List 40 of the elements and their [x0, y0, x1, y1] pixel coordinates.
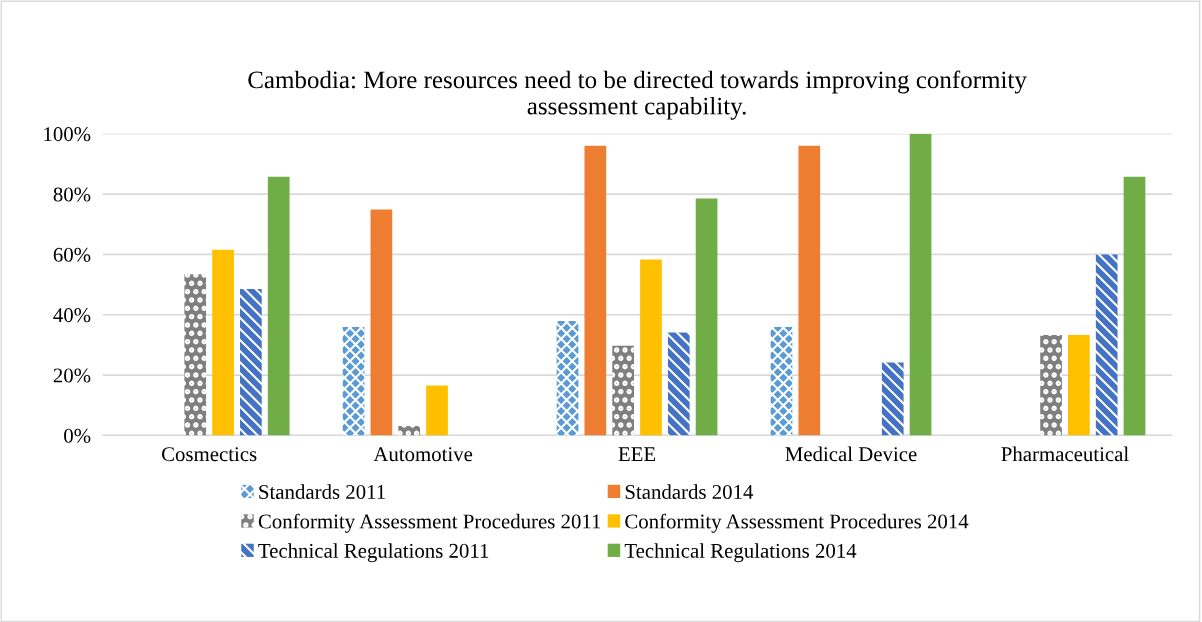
x-tick-label: EEE [618, 447, 656, 461]
bar [556, 321, 579, 436]
legend-label: Technical Regulations 2011 [258, 543, 489, 563]
y-tick-label: 0% [64, 428, 91, 443]
bar [1123, 176, 1146, 436]
legend-label: Standards 2014 [625, 484, 754, 499]
bar [909, 133, 932, 436]
bar [881, 362, 904, 436]
bar [1068, 334, 1090, 436]
y-tick-label: 100% [44, 127, 91, 142]
y-tick-label: 20% [53, 368, 91, 383]
bar [426, 385, 448, 436]
bar [398, 426, 421, 436]
bar [1095, 254, 1118, 436]
bar [695, 198, 718, 436]
y-tick-label: 80% [53, 187, 91, 202]
y-tick-label: 60% [53, 247, 91, 262]
chart-title: Cambodia: More resources need to be directed towards improving conformity assessment capability. [248, 70, 1027, 120]
bar [770, 327, 793, 436]
bar [667, 332, 690, 436]
legend-label: Conformity Assessment Procedures 2014 [625, 513, 969, 533]
x-tick-label: Automotive [373, 447, 473, 462]
x-tick-label: Medical Device [785, 446, 917, 462]
bar [798, 145, 821, 436]
bar [212, 249, 234, 436]
bar [370, 209, 393, 436]
bar [584, 145, 607, 436]
legend-label: Conformity Assessment Procedures 2011 [258, 513, 601, 533]
legend-label: Technical Regulations 2014 [624, 543, 857, 563]
legend-label: Standards 2011 [259, 484, 385, 499]
bar [267, 176, 290, 436]
y-tick-label: 40% [53, 308, 91, 323]
bar [612, 345, 634, 436]
x-tick-label: Pharmaceutical [1001, 446, 1129, 462]
x-tick-label: Cosmectics [161, 447, 257, 462]
bar [184, 274, 207, 436]
bar [240, 289, 262, 436]
bar [1040, 334, 1062, 436]
bar [342, 327, 365, 436]
bar [640, 259, 662, 436]
